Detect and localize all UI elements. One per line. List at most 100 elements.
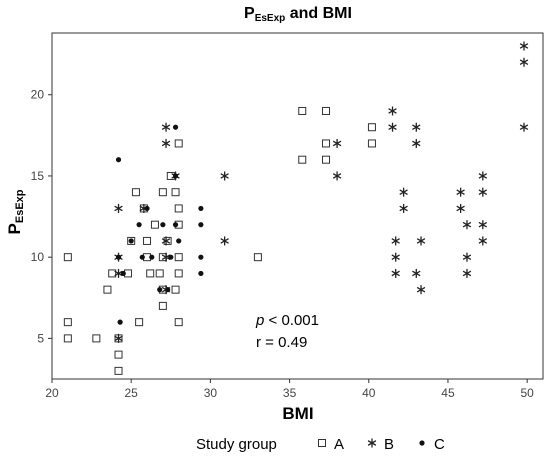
point-group-b xyxy=(332,171,342,181)
point-group-c xyxy=(198,222,204,228)
point-group-c xyxy=(198,270,204,277)
point-group-c xyxy=(172,222,179,228)
point-group-a xyxy=(135,318,144,327)
point-group-a xyxy=(171,285,180,294)
point-group-b xyxy=(519,57,529,67)
point-group-a xyxy=(174,139,183,148)
point-group-a xyxy=(174,253,183,262)
point-group-b xyxy=(391,268,400,278)
point-group-a xyxy=(163,236,172,245)
series-a xyxy=(63,106,376,375)
r-value-annotation: r = 0.49 xyxy=(256,334,307,351)
legend-marker-c xyxy=(419,440,425,446)
point-group-c xyxy=(198,205,204,212)
point-group-b xyxy=(412,138,421,148)
point-group-c xyxy=(149,254,155,260)
point-group-b xyxy=(161,138,171,148)
y-tick-label: 5 xyxy=(37,331,44,345)
point-group-a xyxy=(108,269,117,278)
chart-title: PEsExp and BMI xyxy=(244,5,352,24)
point-group-b xyxy=(114,333,123,343)
point-group-b xyxy=(478,171,488,181)
point-group-b xyxy=(519,41,529,51)
y-axis-title: PEsExp xyxy=(5,189,26,234)
point-group-a xyxy=(298,155,307,164)
point-group-b xyxy=(388,106,397,116)
x-axis: 20 25 30 35 40 45 50 xyxy=(45,379,534,400)
point-group-b xyxy=(462,220,472,230)
point-group-a xyxy=(114,366,123,375)
point-group-a xyxy=(174,269,183,278)
point-group-b xyxy=(220,236,229,246)
point-group-c xyxy=(128,238,134,244)
point-group-a xyxy=(367,123,376,132)
point-group-a xyxy=(143,236,152,245)
point-group-b xyxy=(478,220,488,230)
point-group-a xyxy=(131,188,140,197)
point-group-a xyxy=(322,139,331,148)
point-group-a xyxy=(146,269,155,278)
point-group-b xyxy=(399,187,408,197)
point-group-a xyxy=(322,155,331,164)
x-tick-label: 20 xyxy=(45,386,59,400)
point-group-c xyxy=(115,157,122,163)
point-group-c xyxy=(176,238,182,244)
series-b xyxy=(114,41,529,343)
point-group-a xyxy=(158,188,167,197)
legend-label-a: A xyxy=(334,436,344,453)
point-group-b xyxy=(332,138,342,148)
legend-marker-a xyxy=(318,439,326,447)
point-group-a xyxy=(63,334,72,343)
point-group-b xyxy=(478,187,488,197)
y-axis: 5 10 15 20 xyxy=(31,88,52,345)
point-group-b xyxy=(416,236,426,246)
point-group-c xyxy=(115,254,122,260)
point-group-a xyxy=(253,253,262,262)
point-group-b xyxy=(114,268,123,278)
legend-label-c: C xyxy=(434,436,445,453)
point-group-a xyxy=(63,318,72,327)
point-group-b xyxy=(391,252,400,262)
point-group-b xyxy=(161,252,171,262)
point-group-c xyxy=(172,124,179,130)
point-group-a xyxy=(158,301,167,310)
x-tick-label: 50 xyxy=(520,386,534,400)
x-tick-label: 45 xyxy=(441,386,455,400)
point-group-a xyxy=(92,334,101,343)
legend-label-b: B xyxy=(384,436,394,453)
point-group-b xyxy=(456,203,465,213)
point-group-a xyxy=(174,318,183,327)
point-group-a xyxy=(298,106,307,115)
point-group-b xyxy=(412,268,421,278)
point-group-a xyxy=(63,253,72,262)
y-tick-label: 15 xyxy=(31,169,45,183)
point-group-c xyxy=(198,254,204,260)
point-group-c xyxy=(144,205,150,212)
point-group-a xyxy=(114,350,123,359)
x-tick-label: 35 xyxy=(283,386,297,400)
point-group-b xyxy=(391,236,400,246)
point-group-b xyxy=(161,236,171,246)
point-group-c xyxy=(172,173,179,179)
point-group-c xyxy=(168,254,174,260)
point-group-b xyxy=(388,122,397,132)
point-group-b xyxy=(478,236,488,246)
point-group-a xyxy=(367,139,376,148)
point-group-b xyxy=(456,187,465,197)
x-tick-label: 30 xyxy=(204,386,218,400)
x-tick-label: 40 xyxy=(362,386,376,400)
x-axis-title: BMI xyxy=(282,404,313,423)
point-group-a xyxy=(322,106,331,115)
point-group-b xyxy=(416,285,426,295)
point-group-b xyxy=(114,203,123,213)
point-group-b xyxy=(519,122,529,132)
series-c xyxy=(115,124,204,325)
point-group-c xyxy=(136,222,142,228)
plot-area-frame xyxy=(51,32,544,380)
point-group-a xyxy=(103,285,112,294)
p-value-annotation: p < 0.001 xyxy=(255,312,319,329)
y-tick-label: 10 xyxy=(31,250,45,264)
point-group-c xyxy=(157,287,163,293)
point-group-a xyxy=(174,204,183,213)
